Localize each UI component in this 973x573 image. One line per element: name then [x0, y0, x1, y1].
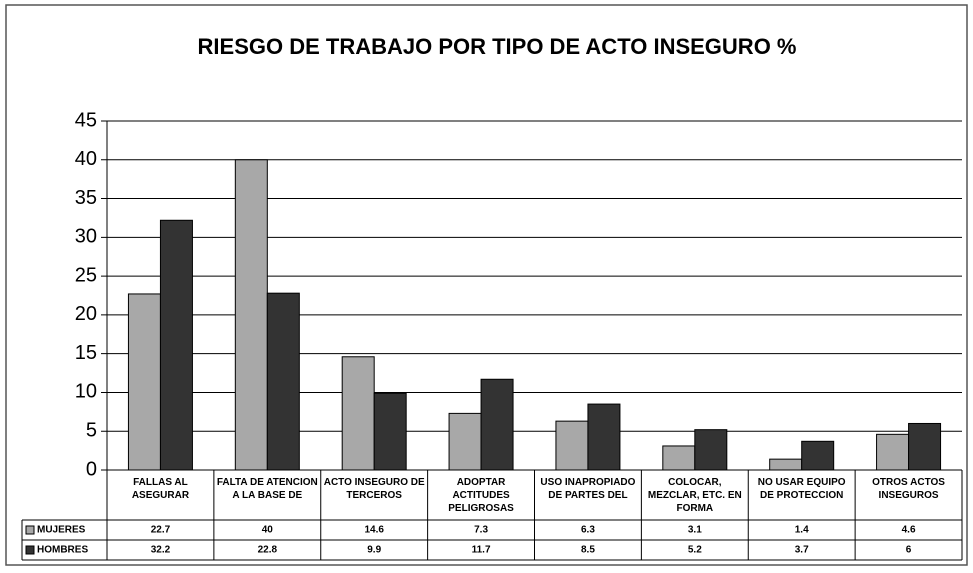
bar — [127, 293, 161, 471]
x-tick-label-box: COLOCAR, MEZCLAR, ETC. EN FORMA — [647, 477, 742, 514]
y-tick-label: 30 — [75, 226, 97, 248]
bar — [448, 412, 482, 471]
table-value: 22.8 — [258, 545, 278, 556]
table-value: 7.3 — [474, 525, 488, 536]
x-tick-label: FALTA DE ATENCION A LA BASE DE — [216, 477, 318, 501]
table-value: 11.7 — [472, 545, 491, 556]
y-tick-label: 5 — [86, 420, 97, 442]
bar — [341, 356, 375, 471]
x-tick-label: NO USAR EQUIPO DE PROTECCION — [757, 477, 846, 501]
x-tick-label-box: FALTA DE ATENCION A LA BASE DE — [216, 477, 318, 501]
table-value: 9.9 — [367, 545, 381, 556]
y-tick-label: 15 — [75, 342, 97, 364]
table-value: 5.2 — [688, 545, 702, 556]
x-tick-label-box: NO USAR EQUIPO DE PROTECCION — [757, 477, 846, 501]
x-tick-label-box: FALLAS AL ASEGURAR — [131, 477, 190, 501]
table-value: 32.2 — [151, 545, 171, 556]
x-tick-label: COLOCAR, MEZCLAR, ETC. EN FORMA — [647, 477, 742, 514]
x-tick-label-box: USO INAPROPIADO DE PARTES DEL — [540, 477, 636, 501]
y-tick-label: 10 — [75, 381, 97, 403]
bar — [373, 392, 407, 471]
table-value: 22.7 — [151, 525, 171, 536]
bar — [555, 420, 589, 471]
table-value: 8.5 — [581, 545, 595, 556]
bar — [480, 378, 514, 471]
table-value: 14.6 — [364, 525, 384, 536]
bar — [266, 292, 300, 471]
bar — [908, 422, 942, 471]
x-tick-label: FALLAS AL ASEGURAR — [131, 477, 190, 501]
chart-title: RIESGO DE TRABAJO POR TIPO DE ACTO INSEG… — [198, 34, 797, 59]
x-tick-label: ACTO INSEGURO DE TERCEROS — [323, 477, 425, 501]
bar — [662, 445, 696, 471]
bar — [234, 159, 268, 471]
table-value: 1.4 — [795, 525, 809, 536]
bar — [769, 458, 803, 471]
legend-label: HOMBRES — [37, 545, 88, 556]
bar — [801, 440, 835, 471]
legend-swatch — [25, 525, 35, 535]
table-value: 3.1 — [688, 525, 702, 536]
y-tick-label: 25 — [75, 264, 97, 286]
table-value: 6 — [906, 545, 912, 556]
y-tick-label: 0 — [86, 458, 97, 480]
x-tick-label-box: ACTO INSEGURO DE TERCEROS — [323, 477, 425, 501]
legend-label: MUJERES — [37, 525, 86, 536]
y-tick-label: 40 — [75, 148, 97, 170]
y-tick-label: 20 — [75, 303, 97, 325]
table-value: 40 — [262, 525, 274, 536]
legend-swatch — [25, 545, 35, 555]
x-tick-label-box: OTROS ACTOS INSEGUROS — [872, 477, 945, 501]
bar — [694, 429, 728, 471]
x-tick-label-box: ADOPTAR ACTITUDES PELIGROSAS — [448, 477, 514, 514]
y-tick-label: 35 — [75, 187, 97, 209]
table-value: 3.7 — [795, 545, 809, 556]
table-value: 6.3 — [581, 525, 595, 536]
x-tick-label: USO INAPROPIADO DE PARTES DEL — [540, 477, 636, 501]
bar — [876, 433, 910, 471]
bar — [159, 219, 193, 471]
table-value: 4.6 — [902, 525, 916, 536]
bar — [587, 403, 621, 471]
y-tick-label: 45 — [75, 109, 97, 131]
x-tick-label: ADOPTAR ACTITUDES PELIGROSAS — [448, 477, 514, 514]
x-tick-label: OTROS ACTOS INSEGUROS — [872, 477, 945, 501]
